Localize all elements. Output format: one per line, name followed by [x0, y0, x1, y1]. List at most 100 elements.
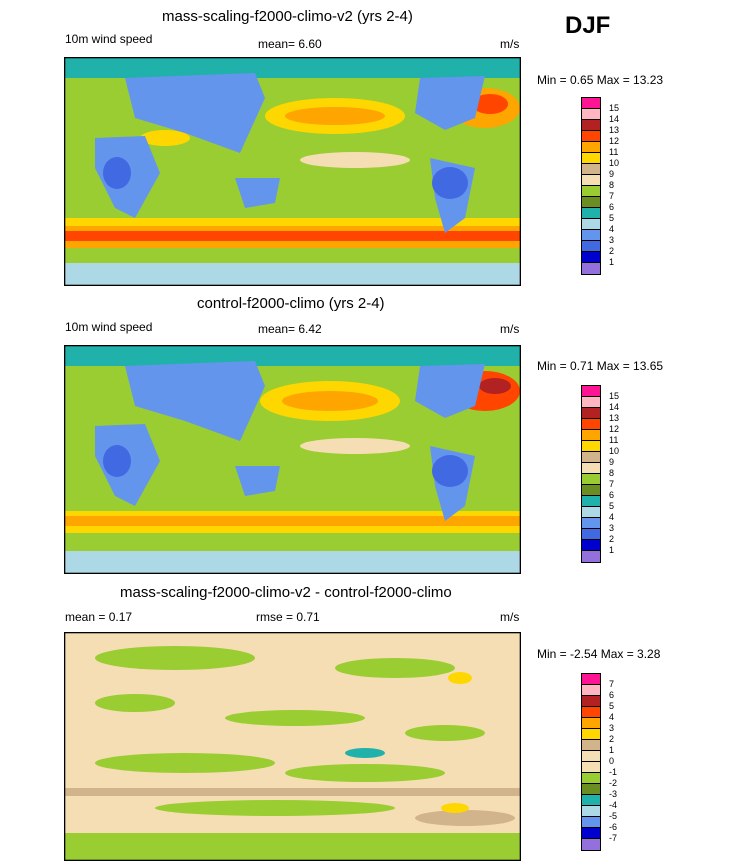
colorbar-tick-label: 14: [609, 402, 620, 412]
panel-2-variable-label: 10m wind speed: [65, 320, 153, 334]
panel-2-minmax: Min = 0.71 Max = 13.65: [537, 359, 664, 373]
colorbar-tick-label: -4: [609, 800, 618, 810]
colorbar-tick-label: 11: [609, 147, 619, 157]
panel-1-swatch: [582, 219, 600, 230]
panel-3-minmax: Min = -2.54 Max = 3.28: [537, 647, 661, 661]
panel-3-swatch: [582, 828, 600, 839]
panel-3-swatch: [582, 773, 600, 784]
colorbar-tick-label: 1: [609, 745, 615, 755]
panel-2-colorbar: [581, 385, 601, 563]
colorbar-tick-label: -2: [609, 778, 618, 788]
panel-2-swatch: [582, 474, 600, 485]
panel-3-swatch: [582, 685, 600, 696]
colorbar-tick-label: 10: [609, 446, 620, 456]
colorbar-tick-label: 7: [609, 679, 615, 689]
panel-1-minmax: Min = 0.65 Max = 13.23: [537, 73, 664, 87]
panel-1-swatch: [582, 186, 600, 197]
panel-3-swatch: [582, 729, 600, 740]
panel-1-map: [64, 57, 521, 286]
panel-3-swatch: [582, 740, 600, 751]
panel-2-title: control-f2000-climo (yrs 2-4): [197, 295, 385, 312]
panel-3-map: [64, 632, 521, 861]
panel-1-swatch: [582, 175, 600, 186]
colorbar-tick-label: 6: [609, 490, 615, 500]
panel-2-swatch: [582, 496, 600, 507]
colorbar-tick-label: 1: [609, 257, 615, 267]
colorbar-tick-label: 9: [609, 169, 615, 179]
panel-1-swatch: [582, 241, 600, 252]
colorbar-tick-label: -7: [609, 833, 618, 843]
colorbar-tick-label: 9: [609, 457, 615, 467]
panel-3-swatch: [582, 839, 600, 850]
panel-3-swatch: [582, 718, 600, 729]
colorbar-tick-label: 15: [609, 391, 620, 401]
panel-1-swatch: [582, 131, 600, 142]
panel-2-swatch: [582, 463, 600, 474]
colorbar-tick-label: 7: [609, 479, 615, 489]
panel-2-swatch: [582, 441, 600, 452]
panel-1-swatch: [582, 252, 600, 263]
panel-3-map-field: [65, 633, 520, 860]
panel-2-swatch: [582, 397, 600, 408]
panel-1-swatch: [582, 197, 600, 208]
panel-1-title: mass-scaling-f2000-climo-v2 (yrs 2-4): [162, 8, 413, 25]
colorbar-tick-label: 5: [609, 501, 615, 511]
panel-2-swatch: [582, 518, 600, 529]
panel-2-swatch: [582, 529, 600, 540]
colorbar-tick-label: 5: [609, 701, 615, 711]
panel-3-swatch: [582, 762, 600, 773]
panel-1-swatch: [582, 120, 600, 131]
panel-1-colorbar: [581, 97, 601, 275]
panel-2-swatch: [582, 452, 600, 463]
panel-1-swatch: [582, 153, 600, 164]
colorbar-tick-label: -3: [609, 789, 618, 799]
colorbar-tick-label: 8: [609, 468, 615, 478]
panel-3-rmse-label: rmse = 0.71: [256, 610, 320, 624]
colorbar-tick-label: 4: [609, 224, 615, 234]
panel-2-swatch: [582, 507, 600, 518]
colorbar-tick-label: 10: [609, 158, 620, 168]
colorbar-tick-label: 14: [609, 114, 620, 124]
colorbar-tick-label: -1: [609, 767, 618, 777]
panel-1-swatch: [582, 98, 600, 109]
colorbar-tick-label: 2: [609, 534, 615, 544]
panel-1-units: m/s: [500, 37, 520, 51]
panel-2-mean-label: mean= 6.42: [258, 322, 322, 336]
colorbar-tick-label: 3: [609, 523, 615, 533]
panel-1-swatch: [582, 142, 600, 153]
colorbar-tick-label: 6: [609, 690, 615, 700]
season-label: DJF: [565, 12, 611, 39]
colorbar-tick-label: 2: [609, 246, 615, 256]
colorbar-tick-label: 3: [609, 235, 615, 245]
panel-2-map-field: [65, 346, 520, 573]
colorbar-tick-label: 1: [609, 545, 615, 555]
panel-2-swatch: [582, 540, 600, 551]
panel-3-title: mass-scaling-f2000-climo-v2 - control-f2…: [120, 584, 452, 601]
colorbar-tick-label: 5: [609, 213, 615, 223]
colorbar-tick-label: 2: [609, 734, 615, 744]
colorbar-tick-label: 13: [609, 125, 620, 135]
panel-1-variable-label: 10m wind speed: [65, 32, 153, 46]
panel-3-units: m/s: [500, 610, 520, 624]
panel-3-swatch: [582, 674, 600, 685]
colorbar-tick-label: 7: [609, 191, 615, 201]
panel-3-swatch: [582, 707, 600, 718]
colorbar-tick-label: 8: [609, 180, 615, 190]
panel-3-swatch: [582, 795, 600, 806]
panel-2-swatch: [582, 551, 600, 562]
colorbar-tick-label: 13: [609, 413, 620, 423]
colorbar-tick-label: 4: [609, 512, 615, 522]
panel-2-swatch: [582, 386, 600, 397]
panel-1-swatch: [582, 109, 600, 120]
colorbar-tick-label: -5: [609, 811, 618, 821]
colorbar-tick-label: 15: [609, 103, 620, 113]
colorbar-tick-label: 0: [609, 756, 615, 766]
panel-1-swatch: [582, 263, 600, 274]
colorbar-tick-label: 12: [609, 424, 620, 434]
colorbar-tick-label: -6: [609, 822, 618, 832]
colorbar-tick-label: 6: [609, 202, 615, 212]
panel-1-swatch: [582, 164, 600, 175]
colorbar-tick-label: 12: [609, 136, 620, 146]
panel-3-swatch: [582, 751, 600, 762]
panel-3-swatch: [582, 806, 600, 817]
